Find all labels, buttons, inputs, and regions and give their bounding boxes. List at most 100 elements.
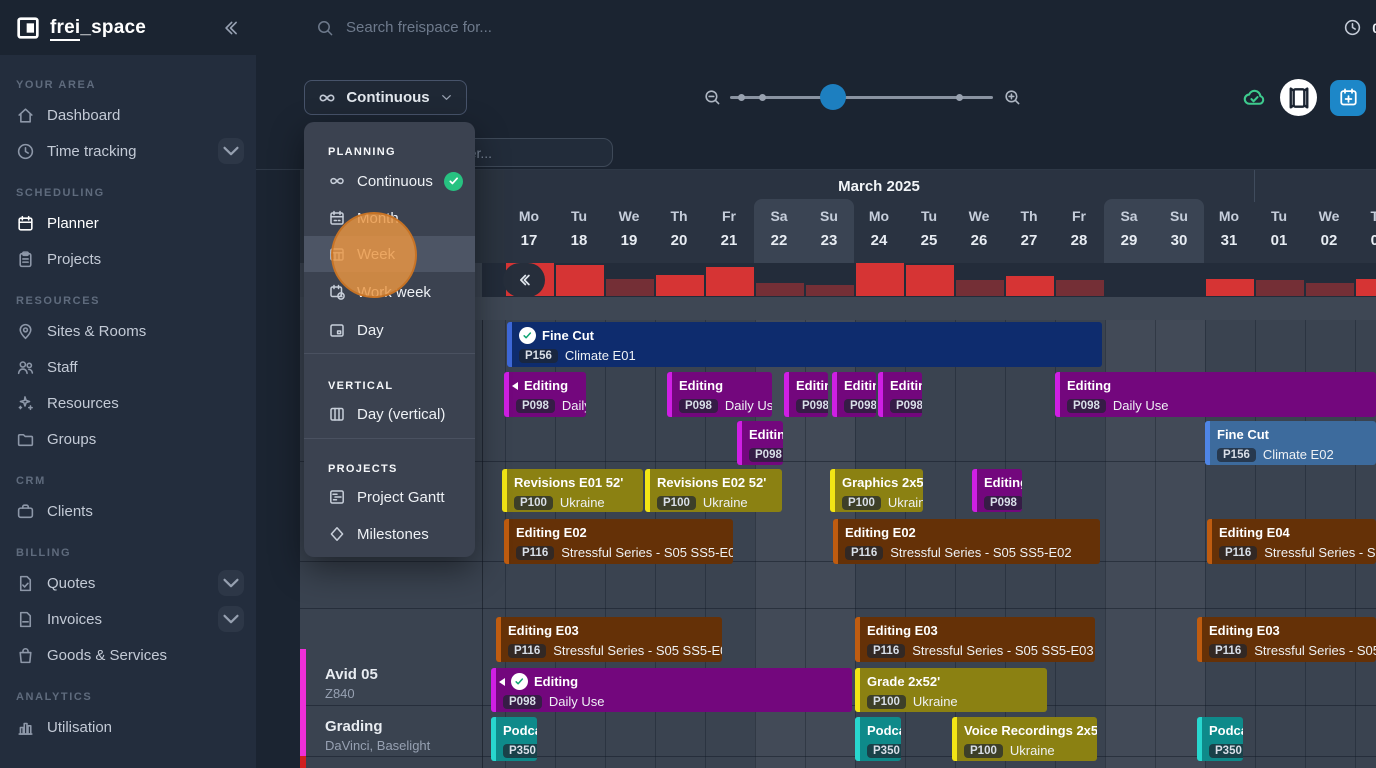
expand-chevron-button[interactable] [218,606,244,632]
menu-item-project-gantt[interactable]: Project Gantt [304,479,475,515]
sidebar-item-quotes[interactable]: Quotes [0,565,256,601]
task-bar-grade-2x52[interactable]: Grade 2x52'P100Ukraine [855,668,1047,712]
task-bar-editing[interactable]: EditingP098Daily Use [504,372,586,417]
zoom-out-icon[interactable] [703,88,722,107]
global-search[interactable] [316,19,1343,37]
menu-item-label: Work week [357,284,431,301]
sparkles-icon [16,394,35,413]
task-bar-editing[interactable]: EditingP098 [878,372,922,417]
search-input[interactable] [346,19,746,36]
zoom-in-icon[interactable] [1003,88,1022,107]
continues-left-arrow-icon [499,678,505,686]
sidebar-item-label: Goods & Services [47,647,167,664]
task-bar-title-row: Editing [516,377,580,394]
task-bar-stripe [833,519,838,564]
task-bar-graphics-2x52[interactable]: Graphics 2x52'P100Ukraine [830,469,923,512]
menu-item-week[interactable]: Week [304,236,475,272]
task-subtitle: Stressful Series - S05 SS5-E03 [912,643,1093,658]
task-bar-editing[interactable]: EditingP098 [972,469,1022,512]
task-meta-row: P098Daily Use [679,397,766,414]
view-mode-menu: PLANNINGContinuousMonthWeekWork weekDayV… [304,122,475,557]
task-subtitle: Ukraine [560,495,605,510]
expand-chevron-button[interactable] [218,570,244,596]
task-title: Editing [1067,378,1111,393]
view-mode-dropdown-button[interactable]: Continuous [304,80,467,115]
sidebar-item-staff[interactable]: Staff [0,349,256,385]
task-bar-editing-e03[interactable]: Editing E03P116Stressful Series - S05 SS… [496,617,722,662]
menu-item-month[interactable]: Month [304,200,475,236]
sidebar-item-invoices[interactable]: Invoices [0,601,256,637]
device-icon [1287,86,1311,110]
task-bar-editing[interactable]: EditingP098 [832,372,876,417]
day-number: 31 [1204,232,1254,249]
sidebar-item-dashboard[interactable]: Dashboard [0,97,256,133]
grid-line-vertical [1255,263,1256,768]
project-badge: P116 [1219,546,1257,560]
task-bar-editing-e03[interactable]: Editing E03P116Stressful Series - S05 SS… [855,617,1095,662]
task-bar-editing-e02[interactable]: Editing E02P116Stressful Series - S05 SS… [504,519,733,564]
time-tracker-widget[interactable]: 0 [1343,18,1376,37]
task-meta-row: P116Stressful Series - S05 SS5-E02 [516,544,727,561]
capacity-bar [856,263,904,296]
day-column-28: Fr28 [1054,199,1104,263]
sidebar-collapse-button[interactable] [220,18,240,38]
sidebar-item-clients[interactable]: Clients [0,493,256,529]
sidebar-item-resources[interactable]: Resources [0,385,256,421]
task-meta-row: P156Climate E01 [519,347,1096,364]
zoom-slider-track[interactable] [730,96,993,99]
expand-chevron-button[interactable] [218,138,244,164]
task-bar-editing-e04[interactable]: Editing E04P116Stressful Series - S05 SS… [1207,519,1376,564]
menu-item-work-week[interactable]: Work week [304,274,475,310]
task-bar-podcast[interactable]: PodcastP350 [1197,717,1243,761]
day-number: 28 [1054,232,1104,249]
day-name: Tu [554,208,604,224]
task-title: Graphics 2x52' [842,475,923,490]
zoom-slider-thumb[interactable] [820,84,846,110]
capacity-bar [1056,280,1104,296]
task-bar-podcast[interactable]: PodcastP350 [491,717,537,761]
day-column-21: Fr21 [704,199,754,263]
task-bar-editing[interactable]: EditingP098 [784,372,828,417]
day-name: Th [654,208,704,224]
file-icon [16,610,35,629]
menu-item-milestones[interactable]: Milestones [304,516,475,552]
task-bar-revisions-e02-52[interactable]: Revisions E02 52'P100Ukraine [645,469,782,512]
collapse-overview-button[interactable] [503,263,545,297]
task-bar-editing-e02[interactable]: Editing E02P116Stressful Series - S05 SS… [833,519,1100,564]
menu-section-label: PLANNING [328,146,396,158]
task-bar-editing[interactable]: EditingP098Daily Use [491,668,852,712]
day-name: We [954,208,1004,224]
sidebar-item-goods-services[interactable]: Goods & Services [0,637,256,673]
task-bar-fine-cut[interactable]: Fine CutP156Climate E02 [1205,421,1376,465]
task-bar-title-row: Editing E03 [508,622,716,639]
task-bar-stripe [1207,519,1212,564]
task-subtitle: Ukraine [913,694,958,709]
sidebar-item-groups[interactable]: Groups [0,421,256,457]
task-bar-title-row: Editing [984,474,1016,491]
sidebar-item-planner[interactable]: Planner [0,205,256,241]
task-subtitle: Ukraine [703,495,748,510]
new-booking-button[interactable] [1330,80,1366,116]
task-bar-voice-recordings-2x52[interactable]: Voice Recordings 2x52'P100Ukraine [952,717,1097,761]
capacity-bar [1006,276,1054,296]
bar-chart-icon [16,718,35,737]
menu-item-day-vertical[interactable]: Day (vertical) [304,396,475,432]
task-bar-editing[interactable]: EditingP098Daily Use [667,372,772,417]
sidebar-item-utilisation[interactable]: Utilisation [0,709,256,745]
task-bar-revisions-e01-52[interactable]: Revisions E01 52'P100Ukraine [502,469,643,512]
task-title: Editing [890,378,922,393]
project-badge: P116 [1209,644,1247,658]
menu-item-continuous[interactable]: Continuous [304,163,475,199]
sidebar-item-sites-rooms[interactable]: Sites & Rooms [0,313,256,349]
task-bar-editing[interactable]: EditingP098Daily Use [1055,372,1376,417]
logo-text: frei_space [50,17,210,39]
task-bar-editing[interactable]: EditingP098 [737,421,783,465]
task-bar-editing-e03[interactable]: Editing E03P116Stressful Series - S05 SS… [1197,617,1376,662]
sidebar-item-projects[interactable]: Projects [0,241,256,277]
user-avatar[interactable] [1280,79,1317,116]
menu-item-day[interactable]: Day [304,312,475,348]
day-name: Th [1354,208,1376,224]
sidebar-item-time-tracking[interactable]: Time tracking [0,133,256,169]
task-bar-fine-cut[interactable]: Fine CutP156Climate E01 [507,322,1102,367]
task-bar-podcast[interactable]: PodcastP350 [855,717,901,761]
